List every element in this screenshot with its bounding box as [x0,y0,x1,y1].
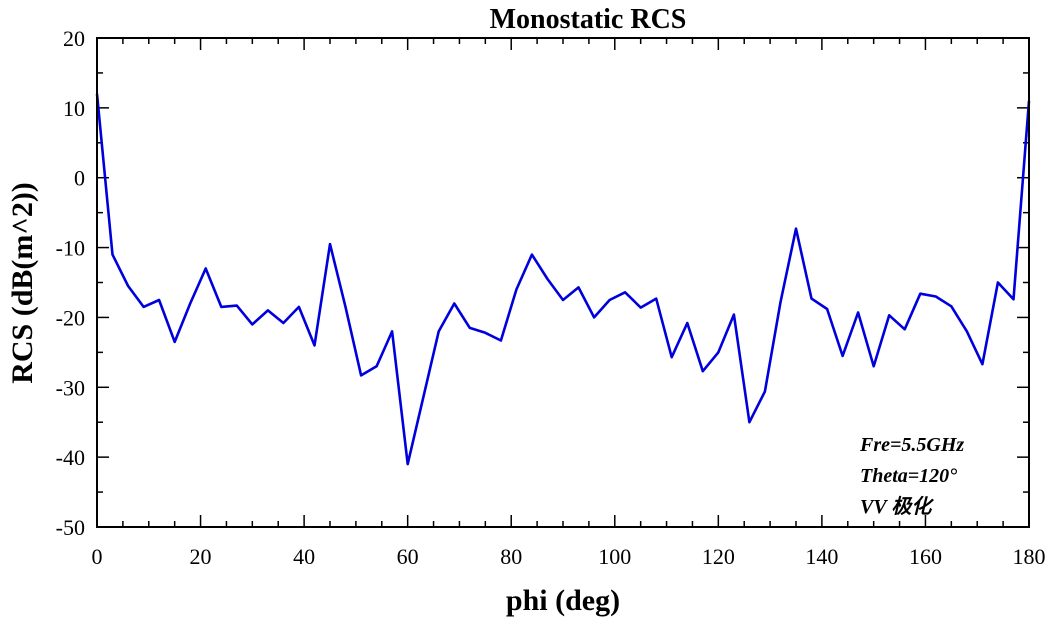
y-axis-label: RCS (dB(m^2)) [6,182,39,384]
y-tick-label: 10 [63,96,85,121]
x-tick-label: 160 [909,544,942,569]
tick-labels: 0 20 40 60 80 100 120 140 160 18020100-10-20-30-4… [56,26,1045,569]
annotation-polarization: VV 极化 [860,495,934,518]
rcs-series-line [95,93,1031,466]
y-tick-label: -50 [56,515,85,540]
x-tick-label: 20 [190,544,212,569]
x-tick-label: 80 [500,544,522,569]
y-tick-label: -30 [56,375,85,400]
x-tick-label: 0 [92,544,103,569]
x-tick-label: 40 [293,544,315,569]
x-tick-label: 180 [1013,544,1045,569]
x-tick-label: 120 [702,544,735,569]
y-tick-label: 0 [74,166,85,191]
y-tick-label: -40 [56,445,85,470]
x-tick-label: 60 [397,544,419,569]
x-axis-label: phi (deg) [506,584,620,617]
y-tick-label: -10 [56,236,85,261]
y-tick-label: 20 [63,26,85,51]
annotation-frequency: Fre=5.5GHz [859,434,964,456]
x-tick-label: 140 [805,544,838,569]
chart-title: Monostatic RCS [490,4,687,35]
x-tick-label: 100 [598,544,631,569]
plot-frame [96,37,1030,528]
annotation-theta: Theta=120° [860,465,957,487]
y-tick-label: -20 [56,305,85,330]
